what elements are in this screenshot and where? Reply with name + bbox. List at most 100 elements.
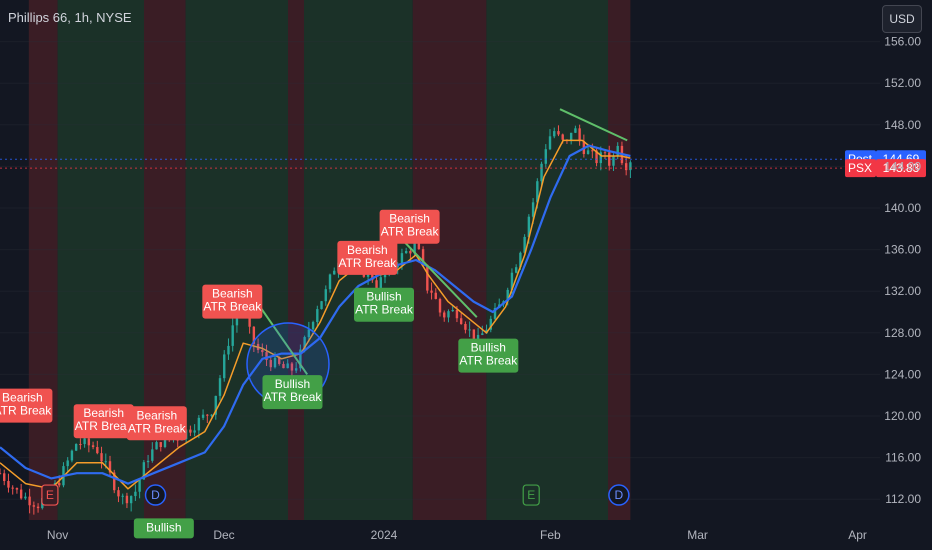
candle-body-130: [548, 136, 552, 150]
candle-body-47: [197, 417, 201, 431]
candle-body-132: [557, 131, 560, 135]
candle-body-126: [531, 202, 535, 217]
signal-label-text-4-1: ATR Break: [338, 256, 397, 270]
signal-label-box-8: [458, 338, 519, 373]
candle-body-148: [624, 163, 628, 171]
time-axis: Nov Dec 2024 Feb Mar Apr: [47, 528, 867, 542]
candle-body-143: [603, 152, 607, 154]
signal-label-text-5-0: Bearish: [389, 212, 430, 226]
candle-body-29: [121, 495, 124, 497]
y-tick-label-11: 156.00: [884, 35, 921, 49]
band-1: [57, 0, 144, 520]
candle-body-146: [616, 145, 619, 157]
signal-label-box-1: [73, 404, 134, 439]
signal-label-box-6: [262, 375, 323, 410]
candle-body-16: [66, 460, 69, 467]
candle-body-142: [599, 152, 602, 164]
candle-body-125: [527, 216, 531, 237]
signal-label-text-6-0: Bullish: [275, 377, 310, 391]
candle-body-70: [294, 368, 298, 371]
candle-body-120: [506, 289, 509, 302]
candle-body-90: [379, 277, 382, 289]
candle-body-94: [396, 265, 399, 268]
candle-body-124: [523, 236, 526, 253]
candle-body-122: [514, 267, 518, 273]
trendline-2: [559, 108, 628, 142]
candle-body-38: [159, 442, 162, 448]
price-axis: 112.00 116.00 120.00 124.00 128.00 132.00 136.…: [884, 35, 921, 507]
candle-body-33: [138, 479, 141, 492]
candle-body-107: [451, 309, 454, 312]
candle-body-34: [142, 462, 146, 480]
candle-body-114: [481, 333, 484, 335]
candle-body-27: [113, 472, 116, 491]
candle-body-102: [430, 290, 433, 293]
candle-body-144: [608, 152, 611, 166]
price-tag-value-1: 143.83: [883, 161, 920, 175]
signal-label-box-9: [133, 518, 194, 539]
candle-body-18: [74, 444, 78, 451]
x-tick-label-2: 2024: [371, 528, 398, 542]
candle-body-106: [447, 311, 450, 318]
candle-body-111: [468, 329, 471, 331]
candle-body-110: [464, 323, 467, 330]
candle-body-49: [206, 414, 209, 416]
candle-body-31: [129, 496, 133, 504]
candle-body-3: [11, 487, 14, 489]
candle-body-19: [79, 444, 82, 446]
candle-body-30: [125, 495, 129, 504]
candle-body-69: [290, 363, 294, 371]
event-letter-1: D: [151, 488, 160, 502]
candle-body-74: [311, 322, 315, 330]
candle-body-72: [303, 337, 306, 350]
candle-body-104: [438, 298, 442, 313]
signal-label-text-7-1: ATR Break: [355, 303, 414, 317]
chart-title: Phillips 66, 1h, NYSE: [8, 10, 132, 25]
y-tick-label-6: 136.00: [884, 243, 921, 257]
x-tick-label-5: Apr: [848, 528, 867, 542]
candle-body-96: [404, 251, 408, 254]
candle-body-32: [134, 491, 137, 497]
candle-body-9: [36, 506, 40, 509]
candle-body-100: [421, 249, 425, 265]
ema-blue-line: [0, 144, 631, 485]
band-4: [288, 0, 304, 520]
candle-body-129: [544, 149, 547, 164]
signal-label-text-5-1: ATR Break: [381, 225, 440, 239]
candle-body-65: [273, 357, 277, 368]
candle-body-98: [413, 242, 416, 254]
signal-label-box-0: [0, 388, 53, 423]
currency-button[interactable]: USD: [882, 5, 922, 33]
y-tick-label-3: 124.00: [884, 367, 921, 381]
y-tick-label-4: 128.00: [884, 326, 921, 340]
candle-body-101: [426, 264, 429, 291]
x-tick-label-1: Dec: [213, 528, 234, 542]
candle-body-128: [540, 163, 543, 182]
candle-body-6: [24, 496, 27, 499]
candle-body-60: [252, 326, 256, 344]
signal-label-box-7: [354, 287, 414, 322]
price-tag-value-bg-1: [876, 159, 926, 178]
candle-body-103: [434, 292, 437, 299]
candle-body-140: [591, 150, 594, 152]
candle-body-105: [443, 312, 446, 318]
signal-label-box-3: [202, 284, 263, 319]
candle-body-88: [371, 271, 374, 281]
candle-body-117: [493, 308, 497, 319]
signal-label-text-3-1: ATR Break: [203, 300, 262, 314]
candle-body-108: [455, 309, 459, 319]
candle-body-24: [100, 453, 103, 462]
earnings-icon-2: [522, 484, 540, 506]
candle-body-25: [104, 461, 107, 463]
candle-body-59: [248, 312, 251, 327]
y-tick-label-8: 144.00: [884, 159, 921, 173]
candle-body-63: [265, 352, 268, 361]
x-tick-label-4: Mar: [687, 528, 708, 542]
candle-body-133: [561, 134, 564, 140]
